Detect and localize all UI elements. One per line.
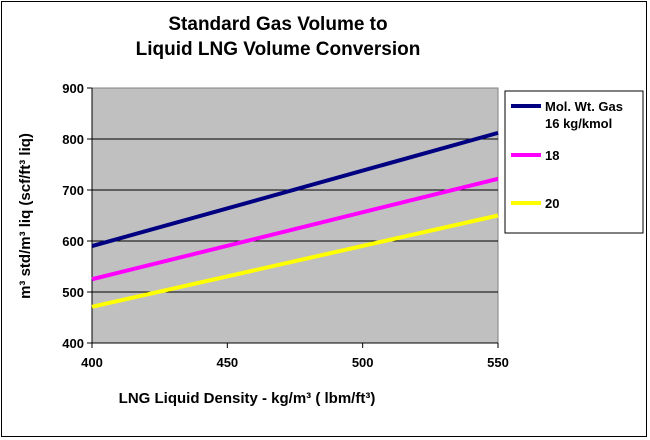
x-axis-title: LNG Liquid Density - kg/m³ ( lbm/ft³) xyxy=(119,390,376,407)
legend-label-0: Mol. Wt. Gas xyxy=(545,99,623,114)
legend: Mol. Wt. Gas 16 kg/kmol 18 20 xyxy=(511,99,623,211)
legend-label-0: 16 kg/kmol xyxy=(545,116,612,131)
x-axis-ticks: 400 450 500 550 xyxy=(81,342,509,370)
chart-title-line-2: Liquid LNG Volume Conversion xyxy=(136,39,421,60)
series-line-0 xyxy=(91,130,499,249)
series-line-1 xyxy=(91,176,499,282)
y-tick-label: 900 xyxy=(62,81,84,96)
y-axis-ticks: 400 500 600 700 800 900 xyxy=(62,81,93,351)
x-tick-label: 500 xyxy=(352,355,374,370)
legend-box xyxy=(504,90,644,234)
y-tick-label: 400 xyxy=(62,336,84,351)
y-tick-label: 600 xyxy=(62,234,84,249)
x-tick-label: 450 xyxy=(216,355,238,370)
legend-label-2: 20 xyxy=(545,196,559,211)
series-lines xyxy=(91,130,499,309)
y-tick-label: 800 xyxy=(62,132,84,147)
legend-label-1: 18 xyxy=(545,148,559,163)
series-line-2 xyxy=(91,213,499,309)
chart-title-line-1: Standard Gas Volume to xyxy=(168,14,387,35)
x-tick-label: 400 xyxy=(81,355,103,370)
y-tick-label: 700 xyxy=(62,183,84,198)
plot-area xyxy=(91,87,499,344)
y-tick-label: 500 xyxy=(62,285,84,300)
y-axis-title: m³ std/m³ liq (scf/ft³ liq) xyxy=(17,133,34,299)
x-tick-label: 550 xyxy=(487,355,509,370)
